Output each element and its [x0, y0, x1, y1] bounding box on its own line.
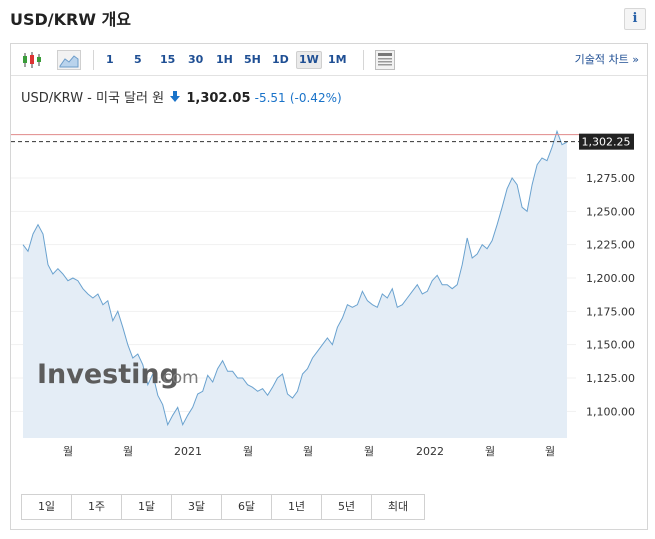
y-tick-label: 1,125.00 [586, 372, 635, 385]
toolbar-separator [363, 50, 364, 70]
chart-toolbar: 1 5 15 30 1H 5H 1D 1W 1M 기술적 차트 » [11, 44, 647, 76]
range-button-3[interactable]: 3달 [172, 495, 222, 519]
range-button-1[interactable]: 1주 [72, 495, 122, 519]
x-tick-label: 2021 [174, 445, 202, 458]
period-button-5h[interactable]: 5H [244, 53, 261, 66]
range-button-7[interactable]: 최대 [372, 495, 424, 519]
price-line [22, 129, 568, 427]
area-chart-icon[interactable] [57, 50, 81, 70]
time-range-selector: 1일 1주 1달 3달 6달 1년 5년 최대 [21, 494, 425, 520]
current-price-badge [579, 133, 634, 150]
x-tick-label: 월 [63, 445, 73, 458]
last-price: 1,302.05 [186, 91, 251, 106]
current-price-label: 1,302.25 [582, 136, 631, 149]
x-tick-label: 월 [303, 445, 313, 458]
toolbar-separator [93, 50, 94, 70]
x-tick-label: 월 [545, 445, 555, 458]
y-tick-label: 1,275.00 [586, 172, 635, 185]
table-view-icon[interactable] [375, 50, 395, 70]
price-area [23, 131, 567, 439]
page-title: USD/KRW 개요 [10, 10, 132, 29]
price-chart: Investing .com 1,100.00 1,125.00 1,150.00 1… [11, 118, 635, 458]
period-button-30[interactable]: 30 [188, 53, 204, 66]
chart-panel: 1 5 15 30 1H 5H 1D 1W 1M 기술적 차트 » USD/KRW - 미국 달… [10, 43, 648, 530]
watermark-suffix: .com [157, 368, 199, 388]
y-tick-label: 1,200.00 [586, 272, 635, 285]
down-arrow-icon [170, 91, 181, 102]
price-change: -5.51 [254, 91, 286, 105]
investing-watermark: Investing .com [37, 359, 199, 390]
y-tick-label: 1,150.00 [586, 339, 635, 352]
x-tick-label: 월 [485, 445, 495, 458]
range-button-5[interactable]: 1년 [272, 495, 322, 519]
advanced-chart-link[interactable]: 기술적 차트 » [574, 53, 639, 66]
y-tick-label: 1,100.00 [586, 405, 635, 418]
y-tick-label: 1,225.00 [586, 239, 635, 252]
x-tick-label: 2022 [416, 445, 444, 458]
period-button-1m[interactable]: 1M [328, 53, 347, 66]
info-icon[interactable]: i [624, 8, 646, 30]
range-button-4[interactable]: 6달 [222, 495, 272, 519]
period-button-5[interactable]: 5 [134, 53, 142, 66]
x-tick-label: 월 [364, 445, 374, 458]
y-tick-label: 1,250.00 [586, 205, 635, 218]
period-button-15[interactable]: 15 [160, 53, 176, 66]
period-button-1w[interactable]: 1W [296, 51, 322, 69]
range-button-0[interactable]: 1일 [22, 495, 72, 519]
quote-line: USD/KRW - 미국 달러 원 1,302.05 -5.51 (-0.42%… [21, 87, 342, 106]
x-tick-label: 월 [123, 445, 133, 458]
range-button-6[interactable]: 5년 [322, 495, 372, 519]
period-button-1d[interactable]: 1D [272, 53, 289, 66]
y-tick-label: 1,175.00 [586, 305, 635, 318]
period-button-1[interactable]: 1 [106, 53, 114, 66]
pair-name: USD/KRW - 미국 달러 원 [21, 91, 165, 106]
x-tick-label: 월 [243, 445, 253, 458]
watermark-brand: Investing [37, 359, 179, 390]
price-change-percent: (-0.42%) [289, 91, 342, 105]
candlestick-chart-icon[interactable] [21, 50, 43, 70]
period-button-1h[interactable]: 1H [216, 53, 233, 66]
range-button-2[interactable]: 1달 [122, 495, 172, 519]
